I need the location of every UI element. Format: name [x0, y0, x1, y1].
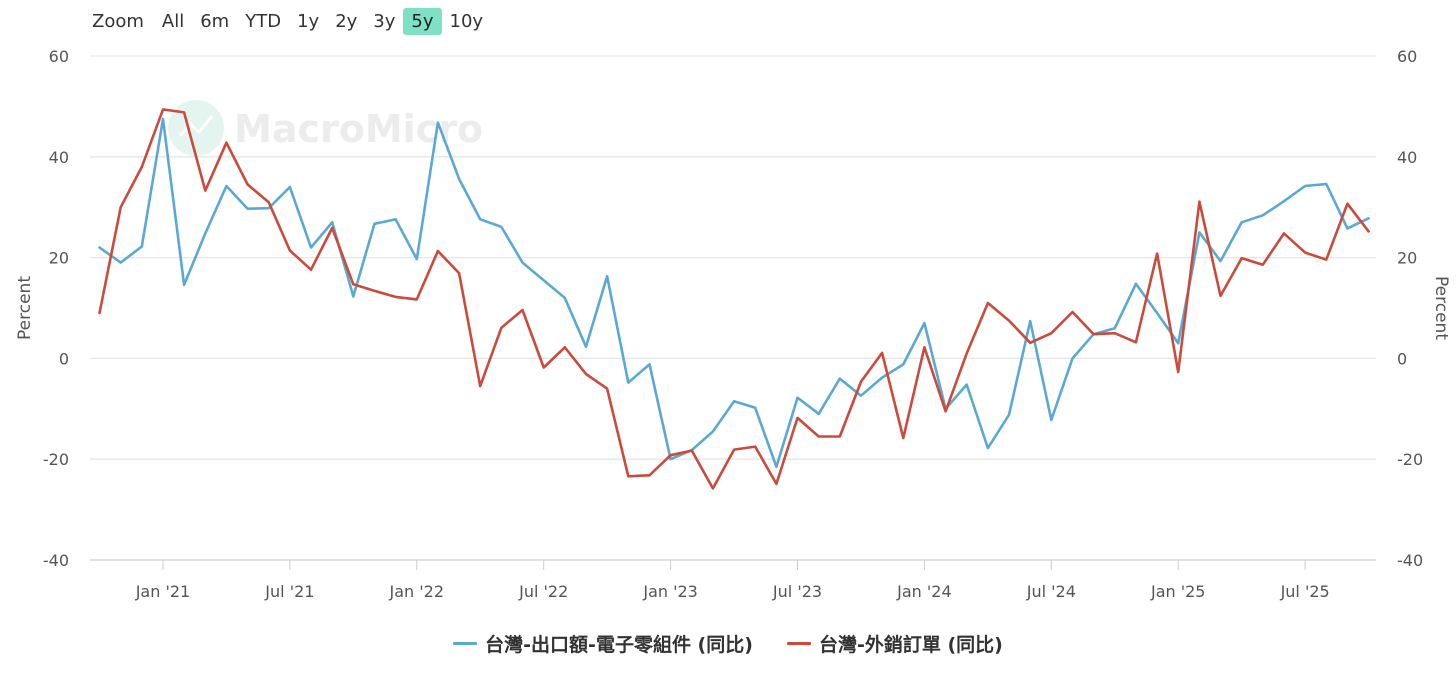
range-1y-button[interactable]: 1y [297, 10, 320, 32]
range-5y-button[interactable]: 5y [403, 7, 442, 35]
legend-line-icon [453, 642, 478, 645]
range-6m-button[interactable]: 6m [200, 10, 230, 32]
x-tick-label: Jul '23 [772, 582, 822, 601]
logo-trend-icon [178, 115, 214, 137]
x-tick-label: Jan '24 [896, 582, 952, 601]
y-tick-label-right: -40 [1397, 551, 1423, 570]
x-tick-label: Jan '23 [642, 582, 698, 601]
y-tick-label-right: 40 [1397, 148, 1417, 167]
range-ytd-button[interactable]: YTD [245, 10, 282, 32]
y-axis-title-right: Percent [1431, 276, 1451, 340]
x-tick-label: Jan '22 [389, 582, 445, 601]
y-tick-label-left: 60 [49, 47, 69, 66]
series-lines [98, 108, 1370, 490]
x-tick-label: Jul '22 [518, 582, 568, 601]
y-tick-label-right: 60 [1397, 47, 1417, 66]
y-tick-label-right: -20 [1397, 450, 1423, 469]
y-tick-label-right: 20 [1397, 249, 1417, 268]
x-axis: Jan '21 Jul '21 Jan '22 Jul '22 Jan '23 Jul '… [90, 559, 1376, 601]
legend: 台灣-出口額-電子零組件 (同比) 台灣-外銷訂單 (同比) [0, 630, 1456, 657]
y-tick-label-left: 0 [59, 349, 69, 368]
x-tick-label: Jul '21 [264, 582, 314, 601]
range-selector: Zoom All 6m YTD 1y 2y 3y 5y 10y [84, 5, 491, 37]
y-tick-label-left: 40 [49, 148, 69, 167]
y-tick-label-left: -20 [43, 450, 69, 469]
x-tick-label: Jul '24 [1026, 582, 1076, 601]
y-tick-label-left: -40 [43, 551, 69, 570]
range-10y-button[interactable]: 10y [449, 10, 484, 32]
zoom-label: Zoom [92, 10, 144, 32]
y-axis-left: 60 40 20 0 -20 -40 [43, 47, 69, 570]
legend-label: 台灣-出口額-電子零組件 (同比) [485, 634, 753, 656]
range-3y-button[interactable]: 3y [373, 10, 396, 32]
legend-item-export-orders[interactable]: 台灣-外銷訂單 (同比) [786, 630, 1003, 657]
y-tick-label-left: 20 [49, 249, 69, 268]
legend-line-icon [786, 642, 811, 645]
x-tick-label: Jan '21 [135, 582, 191, 601]
series-line-1[interactable] [98, 108, 1370, 490]
y-axis-right: 60 40 20 0 -20 -40 [1397, 47, 1423, 570]
legend-item-electronic-exports[interactable]: 台灣-出口額-電子零組件 (同比) [453, 630, 753, 657]
range-all-button[interactable]: All [161, 10, 185, 32]
x-tick-label: Jan '25 [1150, 582, 1206, 601]
range-2y-button[interactable]: 2y [335, 10, 358, 32]
y-axis-title-left: Percent [15, 276, 35, 340]
legend-label: 台灣-外銷訂單 (同比) [818, 634, 1003, 656]
series-line-0[interactable] [98, 117, 1370, 469]
x-tick-label: Jul '25 [1280, 582, 1330, 601]
y-tick-label-right: 0 [1397, 349, 1407, 368]
